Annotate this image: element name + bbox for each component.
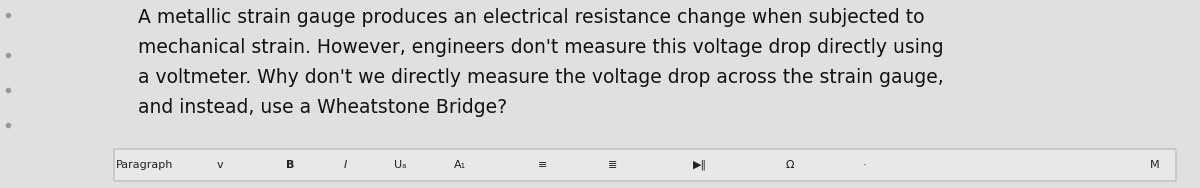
Text: A₁: A₁ [454,160,466,170]
Text: ▶‖: ▶‖ [694,160,707,170]
Text: I: I [343,160,347,170]
Text: ·: · [863,160,866,170]
Text: A metallic strain gauge produces an electrical resistance change when subjected : A metallic strain gauge produces an elec… [138,8,924,27]
Text: Paragraph: Paragraph [116,160,174,170]
FancyBboxPatch shape [114,149,1176,181]
Text: v: v [217,160,223,170]
Text: and instead, use a Wheatstone Bridge?: and instead, use a Wheatstone Bridge? [138,98,508,117]
Text: mechanical strain. However, engineers don't measure this voltage drop directly u: mechanical strain. However, engineers do… [138,38,943,57]
Text: ≣: ≣ [608,160,622,170]
Text: B: B [286,160,294,170]
Text: Uₐ: Uₐ [394,160,407,170]
Text: M: M [1150,160,1160,170]
Text: a voltmeter. Why don't we directly measure the voltage drop across the strain ga: a voltmeter. Why don't we directly measu… [138,68,943,87]
Text: ≡: ≡ [538,160,552,170]
Text: Ω: Ω [786,160,794,170]
